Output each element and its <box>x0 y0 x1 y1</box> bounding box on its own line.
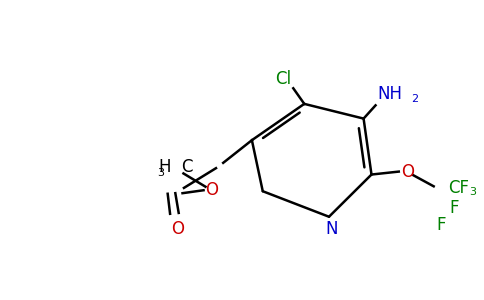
Text: CF: CF <box>448 179 469 197</box>
Text: O: O <box>205 181 218 199</box>
Text: F: F <box>449 200 458 217</box>
Text: N: N <box>325 220 338 238</box>
Text: H: H <box>158 158 170 176</box>
Text: 3: 3 <box>157 169 165 178</box>
Text: O: O <box>401 163 414 181</box>
Text: Cl: Cl <box>275 70 291 88</box>
Text: F: F <box>436 216 446 234</box>
Text: 3: 3 <box>469 187 476 197</box>
Text: O: O <box>171 220 184 238</box>
Text: NH: NH <box>378 85 402 103</box>
Text: C: C <box>182 158 193 176</box>
Text: 2: 2 <box>411 94 418 104</box>
